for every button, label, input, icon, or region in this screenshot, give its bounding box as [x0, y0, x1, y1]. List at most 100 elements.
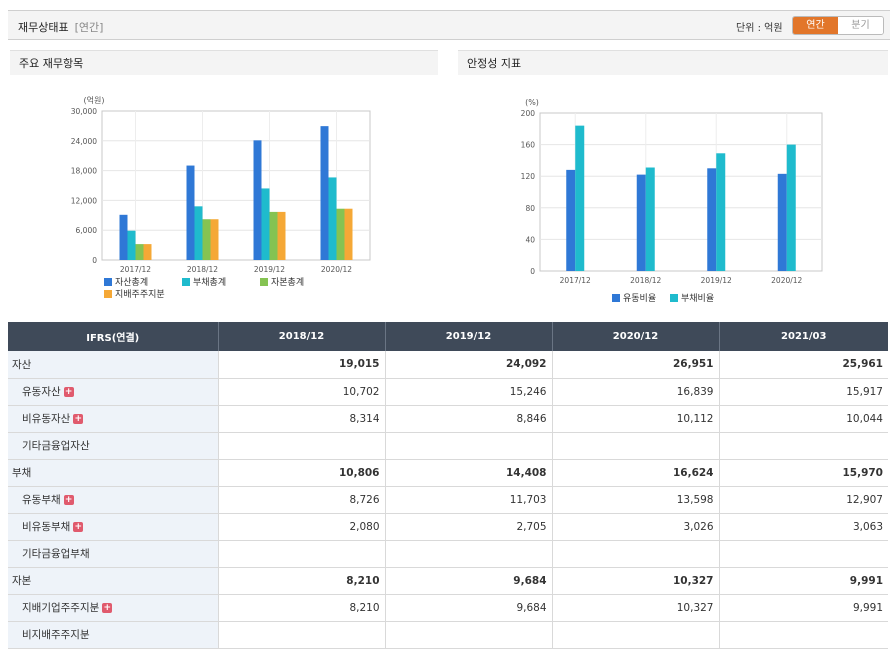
- legend-label: 지배주주지분: [115, 289, 165, 300]
- row-label: 기타금융업자산: [8, 432, 218, 460]
- legend-swatch: [104, 278, 112, 286]
- value-cell: 16,839: [551, 378, 719, 406]
- expand-plus-icon[interactable]: +: [73, 414, 84, 424]
- x-tick-label: 2020/12: [321, 265, 352, 274]
- bar-자본총계: [135, 244, 144, 260]
- row-label: 자산: [8, 351, 218, 379]
- y-tick-label: 160: [521, 141, 536, 150]
- table-row: 부채 10,806 14,408 16,624 15,970: [8, 459, 888, 487]
- title-text: 재무상태표: [18, 21, 69, 34]
- value-cell: 8,210: [217, 594, 385, 622]
- y-tick-label: 200: [521, 109, 536, 118]
- bar-지배주주지분: [143, 244, 152, 260]
- quarter-button[interactable]: 분기: [838, 17, 883, 34]
- x-tick-label: 2020/12: [771, 276, 802, 285]
- plot-frame: [539, 112, 823, 272]
- bar-부채비율: [575, 125, 585, 271]
- stability-chart: 200 160 120 80 40 0 2017/12 2018/12 2019/12 2020/…: [521, 98, 823, 304]
- value-cell: [217, 432, 385, 460]
- value-cell: 24,092: [384, 351, 552, 379]
- legend-swatch: [182, 278, 190, 286]
- value-cell: [217, 621, 385, 649]
- y-tick-label: 12,000: [71, 196, 97, 205]
- table-row: 자산 19,015 24,092 26,951 25,961: [8, 351, 888, 379]
- annual-button[interactable]: 연간: [793, 17, 838, 34]
- row-label: 지배기업주주지분 +: [8, 594, 218, 622]
- table-row: 기타금융업부채: [8, 540, 888, 568]
- row-label-text: 기타금융업부채: [22, 548, 90, 560]
- section-header: 재무상태표 [연간] 단위 : 억원 연간 분기: [8, 10, 890, 40]
- bar-부채총계: [194, 206, 203, 260]
- row-label-text: 비유동부채: [22, 521, 71, 533]
- bar-자산총계: [320, 126, 329, 260]
- header-col-1: 2018/12: [217, 322, 385, 351]
- value-cell: [551, 432, 719, 460]
- value-cell: 10,112: [551, 405, 719, 433]
- value-cell: [718, 621, 888, 649]
- bar-부채비율: [786, 144, 796, 271]
- bar-자본총계: [336, 208, 345, 260]
- value-cell: 3,026: [551, 513, 719, 541]
- row-label-text: 자본: [12, 575, 32, 587]
- row-label-text: 부채: [12, 467, 32, 479]
- bar-유동비율: [636, 174, 646, 271]
- bar-유동비율: [707, 168, 717, 271]
- bar-부채비율: [645, 167, 655, 271]
- expand-plus-icon[interactable]: +: [63, 495, 74, 505]
- period-subtitle: [연간]: [74, 21, 104, 34]
- row-label-text: 자산: [12, 358, 32, 371]
- value-cell: 19,015: [217, 351, 385, 379]
- table-row: 유동자산 +10,702 15,246 16,839 15,917: [8, 378, 888, 406]
- x-tick-label: 2019/12: [701, 276, 732, 285]
- value-cell: 10,044: [718, 405, 888, 433]
- legend-label: 부채비율: [681, 293, 714, 304]
- y-tick-label: 30,000: [71, 107, 97, 116]
- value-cell: [551, 540, 719, 568]
- bar-자산총계: [253, 140, 262, 260]
- bar-자산총계: [119, 214, 128, 260]
- value-cell: 15,970: [718, 459, 888, 487]
- legend-label: 부채총계: [193, 276, 226, 288]
- bar-부채총계: [328, 177, 337, 260]
- value-cell: 8,210: [217, 567, 385, 595]
- row-label-text: 비지배주주지분: [22, 629, 90, 641]
- row-label-text: 비유동자산: [22, 413, 71, 425]
- y-axis-label: (%): [525, 98, 539, 107]
- header-ifrs: IFRS(연결): [8, 322, 218, 351]
- x-tick-label: 2017/12: [120, 265, 151, 274]
- stability-panel: 안정성 지표 200 160 120 80 40 0 2017/12 2018/12 2019/…: [458, 50, 888, 318]
- expand-plus-icon[interactable]: +: [63, 387, 74, 397]
- bar-부채비율: [716, 153, 726, 271]
- bar-자산총계: [186, 165, 195, 260]
- table-row: 비지배주주지분: [8, 621, 888, 649]
- row-label-text: 유동부채: [22, 494, 61, 506]
- value-cell: 2,080: [217, 513, 385, 541]
- row-label: 비유동자산 +: [8, 405, 218, 433]
- value-cell: 8,314: [217, 405, 385, 433]
- value-cell: [217, 540, 385, 568]
- bar-유동비율: [777, 173, 787, 271]
- period-toggle: 연간 분기: [792, 16, 884, 35]
- row-label: 부채: [8, 459, 218, 487]
- bar-지배주주지분: [210, 219, 219, 260]
- stability-title: 안정성 지표: [458, 50, 888, 75]
- value-cell: 8,726: [217, 486, 385, 514]
- y-tick-label: 0: [530, 267, 535, 276]
- expand-plus-icon[interactable]: +: [102, 603, 113, 613]
- value-cell: 10,327: [551, 594, 719, 622]
- row-label-text: 지배기업주주지분: [22, 602, 100, 614]
- table-row: 비유동부채 +2,080 2,705 3,026 3,063: [8, 513, 888, 541]
- expand-plus-icon[interactable]: +: [73, 522, 84, 532]
- row-label: 비유동부채 +: [8, 513, 218, 541]
- y-tick-label: 80: [525, 204, 535, 213]
- financial-items-chart: 30,000 24,000 18,000 12,000 6,000 0 2017/12 201…: [71, 95, 371, 300]
- bar-부채총계: [261, 188, 270, 260]
- bar-유동비율: [566, 169, 576, 271]
- row-label-text: 기타금융업자산: [22, 440, 90, 452]
- bar-자본총계: [269, 211, 278, 260]
- value-cell: 12,907: [718, 486, 888, 514]
- value-cell: 26,951: [551, 351, 719, 379]
- value-cell: 11,703: [384, 486, 552, 514]
- value-cell: 25,961: [718, 351, 888, 379]
- table-row: 자본 8,210 9,684 10,327 9,991: [8, 567, 888, 595]
